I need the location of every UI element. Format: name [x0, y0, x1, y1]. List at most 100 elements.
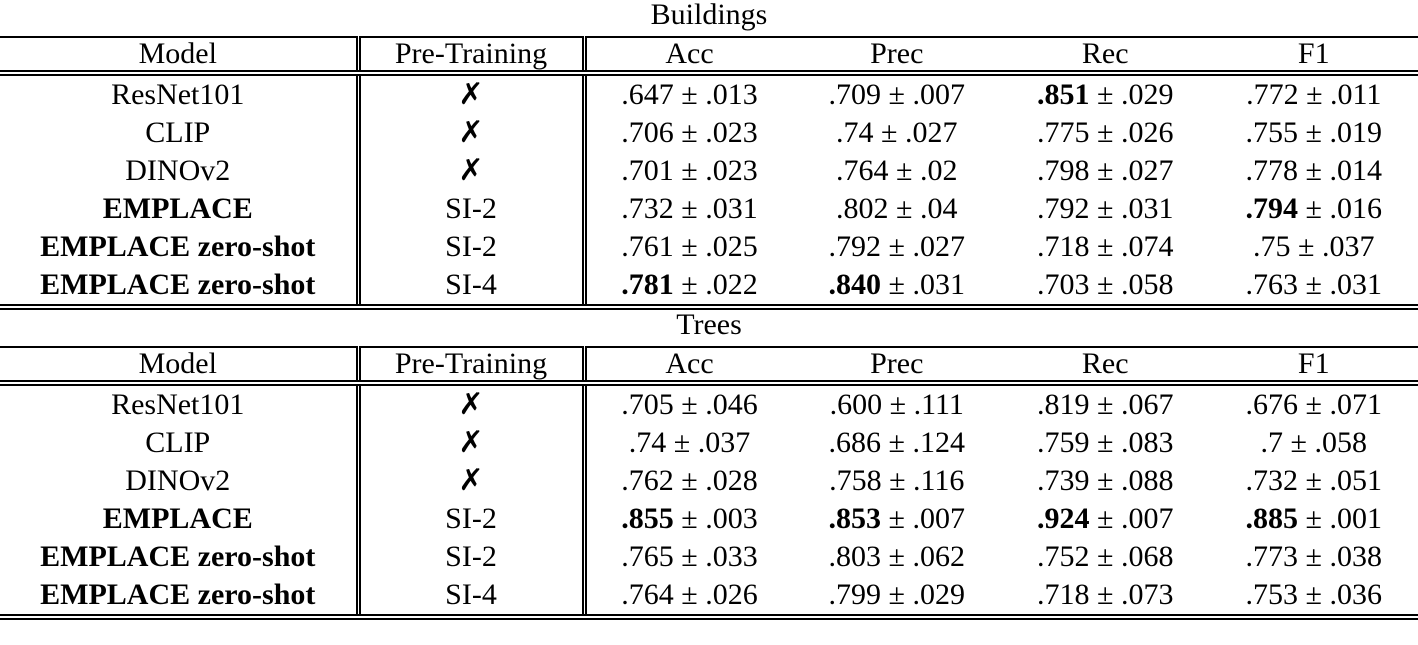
results-table: Model Pre-Training Acc Prec Rec F1 ResNet101 ✗.… [0, 346, 1418, 620]
table-cell: .775 ± .026 [1037, 116, 1174, 149]
table-cell: .792 ± .031 [1037, 192, 1174, 225]
table-cell: .794 ± .016 [1245, 192, 1382, 225]
table-cell: ✗ [358, 424, 587, 462]
table-cell: ✗ [358, 383, 587, 424]
table-cell: .764 ± .02 [836, 154, 958, 187]
table-cell: .924 ± .007 [1037, 502, 1174, 535]
table-cell: .647 ± .013 [621, 78, 758, 111]
table-cell: .732 ± .051 [1245, 464, 1382, 497]
table-cell: SI-2 [358, 500, 587, 538]
table-cell: SI-2 [358, 228, 587, 266]
table-cell: .759 ± .083 [1037, 426, 1174, 459]
header-cell: Rec [1001, 346, 1210, 386]
table-cell: .851 ± .029 [1037, 78, 1174, 111]
table-cell: .764 ± .026 [584, 576, 793, 620]
table-cell: EMPLACE zero-shot [0, 228, 361, 266]
table-cell: DINOv2 [0, 152, 361, 190]
table-cell: .761 ± .025 [621, 230, 758, 263]
table-cell: ✗ [358, 462, 587, 500]
table-cell: DINOv2 [0, 462, 361, 500]
header-cell: Pre-Training [358, 36, 587, 76]
table-cell: .718 ± .074 [1037, 230, 1174, 263]
table-cell: .762 ± .028 [621, 464, 758, 497]
table-cell: SI-2 [358, 190, 587, 228]
table-row: DINOv2 ✗ .701 ± .023 .764 ± .02 .798 ± .027.… [0, 152, 1418, 190]
table-cell: .739 ± .088 [1037, 464, 1174, 497]
results-table: Model Pre-Training Acc Prec Rec F1 ResNet101 ✗.… [0, 36, 1418, 310]
table-cell: .798 ± .027 [1037, 154, 1174, 187]
table-row: EMPLACE zero-shot SI-4.764 ± .026.799 ± .… [0, 576, 1418, 620]
table-row: EMPLACE SI-2 .732 ± .031 .802 ± .04 .792 ± .… [0, 190, 1418, 228]
table-cell: ✗ [358, 114, 587, 152]
table-header: Model Pre-Training Acc Prec Rec F1 [0, 346, 1418, 386]
section-title: Buildings [650, 0, 768, 31]
table-row: CLIP ✗ .706 ± .023 .74 ± .027 .775 ± .026 .75… [0, 114, 1418, 152]
table-cell: CLIP [0, 114, 361, 152]
table-cell: .676 ± .071 [1245, 388, 1382, 421]
table-cell: .819 ± .067 [1037, 388, 1174, 421]
table-cell: .75 ± .037 [1253, 230, 1375, 263]
section-title: Trees [676, 308, 742, 341]
table-cell: SI-4 [358, 266, 587, 310]
table-cell: .758 ± .116 [829, 464, 965, 497]
table-cell: .763 ± .031 [1209, 266, 1418, 310]
table-body: ResNet101 ✗ .705 ± .046.600 ± .111.819 ± .… [0, 383, 1418, 620]
header-cell: F1 [1209, 36, 1418, 76]
table-cell: .7 ± .058 [1260, 426, 1367, 459]
table-cell: CLIP [0, 424, 361, 462]
header-row: Model Pre-Training Acc Prec Rec F1 [0, 346, 1418, 386]
table-cell: ✗ [358, 152, 587, 190]
table-row: EMPLACE zero-shot SI-4.781 ± .022.840 ± .… [0, 266, 1418, 310]
table-cell: EMPLACE zero-shot [0, 538, 361, 576]
table-cell: .799 ± .029 [792, 576, 1001, 620]
table-cell: .718 ± .073 [1001, 576, 1210, 620]
table-cell: .709 ± .007 [828, 78, 965, 111]
table-cell: EMPLACE zero-shot [0, 576, 361, 620]
header-row: Model Pre-Training Acc Prec Rec F1 [0, 36, 1418, 76]
table-cell: ResNet101 [0, 73, 361, 114]
table-row: EMPLACE zero-shot SI-2 .761 ± .025 .792 ± .… [0, 228, 1418, 266]
table-cell: .802 ± .04 [836, 192, 958, 225]
table-row: EMPLACE zero-shot SI-2 .765 ± .033 .803 ± .… [0, 538, 1418, 576]
table-cell: .855 ± .003 [621, 502, 758, 535]
table-cell: .74 ± .027 [836, 116, 958, 149]
table-cell: .706 ± .023 [621, 116, 758, 149]
table-cell: ResNet101 [0, 383, 361, 424]
table-cell: EMPLACE [0, 190, 361, 228]
table-cell: .765 ± .033 [621, 540, 758, 573]
table-cell: .853 ± .007 [828, 502, 965, 535]
header-cell: Acc [584, 36, 793, 76]
table-cell: .705 ± .046 [621, 388, 758, 421]
table-row: ResNet101 ✗ .705 ± .046 .600 ± .111 .819 ± .… [0, 383, 1418, 424]
header-cell: Acc [584, 346, 793, 386]
table-row: ResNet101 ✗ .647 ± .013 .709 ± .007 .851 ± .… [0, 73, 1418, 114]
table-cell: .686 ± .124 [828, 426, 965, 459]
table-cell: .701 ± .023 [621, 154, 758, 187]
table-row: EMPLACE SI-2 .855 ± .003 .853 ± .007 .924 ± … [0, 500, 1418, 538]
header-cell: Model [0, 346, 361, 386]
table-cell: .703 ± .058 [1001, 266, 1210, 310]
table-cell: EMPLACE [0, 500, 361, 538]
table-cell: .840 ± .031 [792, 266, 1001, 310]
header-cell: Prec [792, 346, 1001, 386]
table-cell: EMPLACE zero-shot [0, 266, 361, 310]
header-cell: Model [0, 36, 361, 76]
table-cell: .732 ± .031 [621, 192, 758, 225]
table-cell: ✗ [358, 73, 587, 114]
table-cell: SI-4 [358, 576, 587, 620]
table-body: ResNet101 ✗ .647 ± .013.709 ± .007.851 ± .… [0, 73, 1418, 310]
table-row: CLIP ✗ .74 ± .037 .686 ± .124 .759 ± .083 .7 … [0, 424, 1418, 462]
table-cell: .803 ± .062 [828, 540, 965, 573]
table-header: Model Pre-Training Acc Prec Rec F1 [0, 36, 1418, 76]
table-cell: .778 ± .014 [1245, 154, 1382, 187]
table-cell: .885 ± .001 [1245, 502, 1382, 535]
header-cell: F1 [1209, 346, 1418, 386]
table-row: DINOv2 ✗ .762 ± .028 .758 ± .116 .739 ± .088… [0, 462, 1418, 500]
table-cell: .781 ± .022 [584, 266, 793, 310]
table-cell: .755 ± .019 [1245, 116, 1382, 149]
header-cell: Prec [792, 36, 1001, 76]
table-cell: .753 ± .036 [1209, 576, 1418, 620]
header-cell: Rec [1001, 36, 1210, 76]
table-cell: .773 ± .038 [1245, 540, 1382, 573]
